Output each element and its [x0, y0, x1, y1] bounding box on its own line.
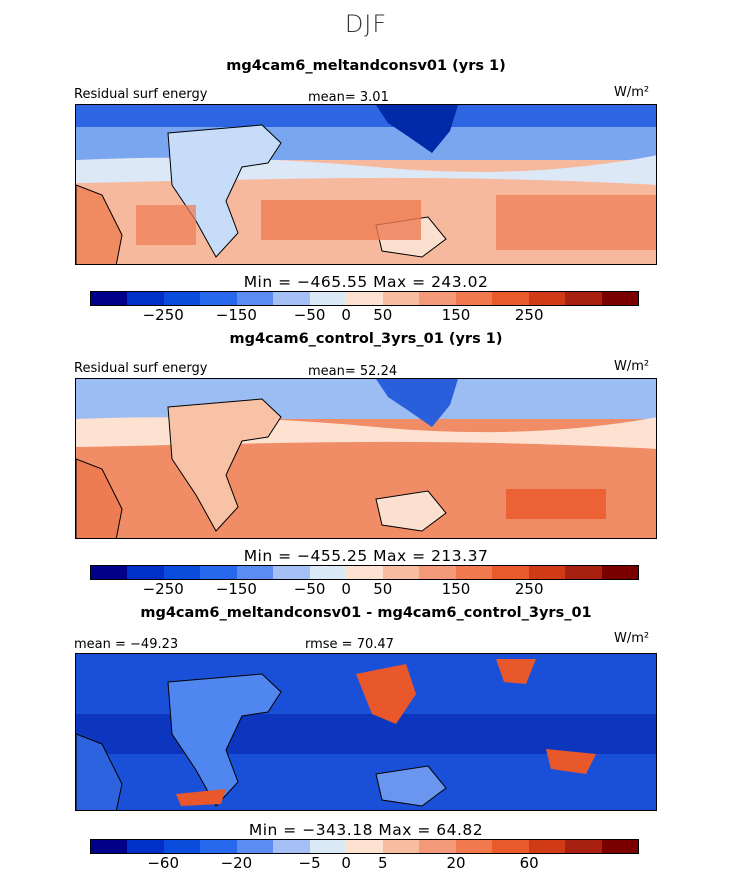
colorbar-swatch: [309, 566, 347, 579]
colorbar-swatch: [127, 292, 164, 305]
colorbar-tick-label: 5: [378, 854, 388, 872]
colorbar-swatch: [419, 566, 456, 579]
colorbar-swatch: [200, 566, 237, 579]
panel-3-map: [75, 653, 657, 811]
panel-2-colorbar: [90, 565, 639, 580]
panel-2-minmax: Min = −455.25 Max = 213.37: [243, 547, 489, 565]
colorbar-swatch: [127, 840, 164, 853]
colorbar-swatch: [163, 292, 201, 305]
colorbar-swatch: [601, 292, 639, 305]
colorbar-swatch: [273, 292, 310, 305]
colorbar-swatch: [492, 566, 529, 579]
colorbar-tick-label: −150: [215, 306, 257, 324]
colorbar-tick-label: −150: [215, 580, 257, 598]
panel-1-units: W/m²: [614, 85, 650, 100]
panel-2-variable-label: Residual surf energy: [74, 361, 208, 376]
colorbar-swatch: [601, 840, 639, 853]
colorbar-swatch: [346, 840, 383, 853]
panel-3-minmax: Min = −343.18 Max = 64.82: [248, 821, 484, 839]
colorbar-swatch: [346, 292, 383, 305]
panel-1-mean: mean= 3.01: [308, 90, 389, 105]
colorbar-swatch: [601, 566, 639, 579]
panel-2-map: [75, 378, 657, 539]
colorbar-swatch: [273, 566, 310, 579]
colorbar-swatch: [455, 840, 493, 853]
colorbar-tick-label: 50: [373, 580, 393, 598]
colorbar-tick-label: −250: [142, 306, 184, 324]
panel-1-minmax: Min = −465.55 Max = 243.02: [243, 273, 489, 291]
panel-3-mean: mean = −49.23: [74, 637, 179, 652]
colorbar-swatch: [492, 840, 529, 853]
colorbar-swatch: [528, 840, 566, 853]
panel-1-colorbar: [90, 291, 639, 306]
panel-1-variable-label: Residual surf energy: [74, 87, 208, 102]
colorbar-swatch: [528, 292, 566, 305]
panel-3-rmse: rmse = 70.47: [305, 637, 394, 652]
colorbar-swatch: [419, 840, 456, 853]
colorbar-tick-label: −5: [298, 854, 321, 872]
panel-3-title: mg4cam6_meltandconsv01 - mg4cam6_control…: [140, 605, 592, 621]
colorbar-swatch: [419, 292, 456, 305]
season-title: DJF: [344, 10, 388, 38]
colorbar-tick-label: 50: [373, 306, 393, 324]
colorbar-tick-label: 60: [519, 854, 539, 872]
panel-2-title: mg4cam6_control_3yrs_01 (yrs 1): [229, 331, 503, 347]
colorbar-swatch: [346, 566, 383, 579]
colorbar-swatch: [565, 292, 602, 305]
colorbar-swatch: [565, 566, 602, 579]
colorbar-tick-label: 250: [514, 306, 544, 324]
colorbar-tick-label: −60: [147, 854, 180, 872]
colorbar-swatch: [236, 292, 274, 305]
colorbar-tick-label: 150: [441, 580, 471, 598]
colorbar-swatch: [236, 840, 274, 853]
panel-2-colorbar-ticks: −250 −150 −50 0 50 150 250: [0, 580, 732, 602]
colorbar-swatch: [382, 840, 420, 853]
colorbar-tick-label: 20: [446, 854, 466, 872]
colorbar-tick-label: 0: [341, 306, 351, 324]
colorbar-swatch: [200, 292, 237, 305]
panel-3-colorbar: [90, 839, 639, 854]
colorbar-tick-label: −50: [293, 306, 326, 324]
colorbar-swatch: [309, 840, 347, 853]
colorbar-swatch: [273, 840, 310, 853]
panel-2-mean: mean= 52.24: [308, 364, 398, 379]
colorbar-swatch: [91, 292, 128, 305]
panel-1-map: [75, 104, 657, 265]
colorbar-swatch: [236, 566, 274, 579]
colorbar-swatch: [492, 292, 529, 305]
colorbar-swatch: [200, 840, 237, 853]
panel-3-units: W/m²: [614, 631, 650, 646]
colorbar-tick-label: 0: [341, 854, 351, 872]
panel-3-colorbar-ticks: −60 −20 −5 0 5 20 60: [0, 854, 732, 876]
colorbar-tick-label: −250: [142, 580, 184, 598]
colorbar-tick-label: 250: [514, 580, 544, 598]
colorbar-tick-label: 0: [341, 580, 351, 598]
colorbar-swatch: [309, 292, 347, 305]
colorbar-swatch: [91, 840, 128, 853]
colorbar-tick-label: −50: [293, 580, 326, 598]
colorbar-swatch: [163, 566, 201, 579]
colorbar-swatch: [455, 566, 493, 579]
colorbar-swatch: [565, 840, 602, 853]
colorbar-swatch: [528, 566, 566, 579]
panel-2-units: W/m²: [614, 359, 650, 374]
colorbar-tick-label: 150: [441, 306, 471, 324]
colorbar-swatch: [382, 292, 420, 305]
colorbar-swatch: [163, 840, 201, 853]
colorbar-swatch: [91, 566, 128, 579]
colorbar-tick-label: −20: [220, 854, 253, 872]
panel-1-title: mg4cam6_meltandconsv01 (yrs 1): [226, 58, 506, 74]
colorbar-swatch: [382, 566, 420, 579]
panel-1-colorbar-ticks: −250 −150 −50 0 50 150 250: [0, 306, 732, 328]
colorbar-swatch: [455, 292, 493, 305]
colorbar-swatch: [127, 566, 164, 579]
